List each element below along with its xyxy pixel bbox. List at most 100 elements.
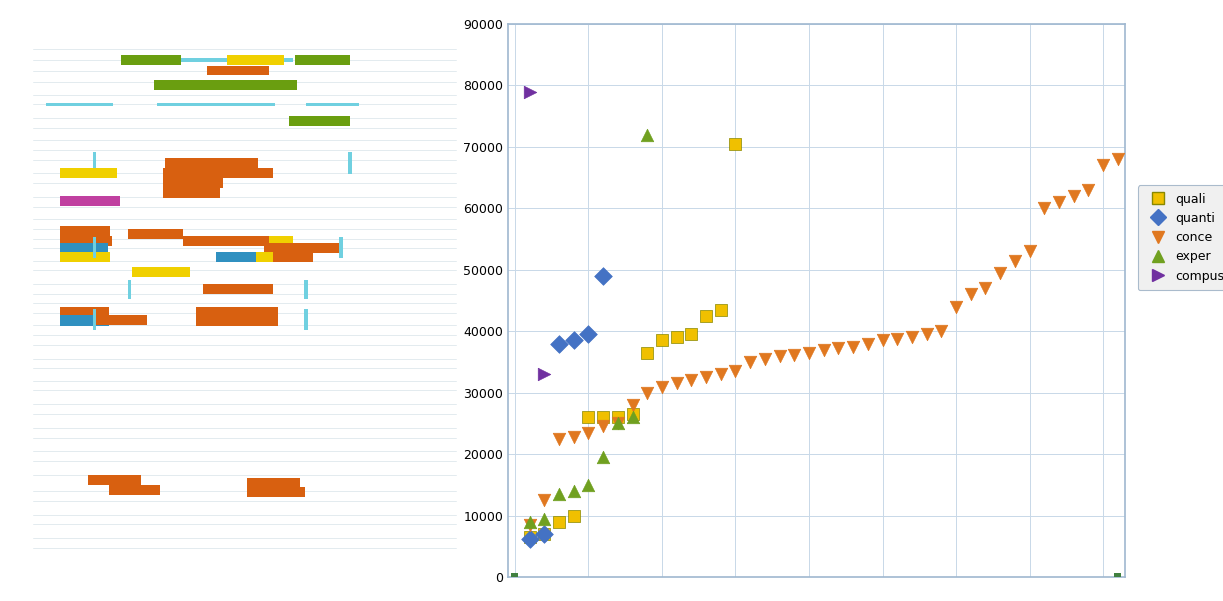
- Point: [1035, 204, 1054, 213]
- Bar: [339, 237, 342, 258]
- Point: [593, 271, 613, 281]
- Point: [520, 87, 539, 96]
- Point: [859, 339, 878, 349]
- Bar: [163, 188, 220, 198]
- Point: [564, 511, 583, 520]
- Point: [520, 532, 539, 542]
- Point: [637, 388, 657, 397]
- Bar: [181, 58, 294, 62]
- Bar: [60, 168, 117, 178]
- Bar: [295, 55, 350, 65]
- Point: [769, 351, 789, 361]
- Point: [608, 418, 627, 428]
- Bar: [163, 178, 223, 188]
- Point: [1049, 197, 1069, 207]
- Bar: [60, 227, 110, 236]
- Point: [1108, 154, 1128, 164]
- Legend: quali, quanti, conce, exper, compus: quali, quanti, conce, exper, compus: [1137, 185, 1223, 290]
- Bar: [247, 478, 300, 488]
- Bar: [196, 316, 278, 326]
- Bar: [163, 168, 227, 178]
- Point: [784, 350, 804, 359]
- Bar: [227, 55, 284, 65]
- Point: [520, 520, 539, 529]
- Bar: [93, 309, 97, 330]
- Point: [608, 418, 627, 428]
- Bar: [60, 307, 109, 317]
- Point: [667, 332, 686, 342]
- Point: [534, 495, 554, 505]
- Point: [799, 348, 818, 358]
- Point: [578, 412, 598, 422]
- Point: [829, 344, 849, 353]
- Point: [623, 409, 642, 419]
- Bar: [183, 236, 269, 246]
- Bar: [256, 252, 278, 263]
- Bar: [165, 159, 258, 168]
- Bar: [218, 168, 273, 178]
- Bar: [121, 55, 181, 65]
- Bar: [187, 236, 294, 246]
- Point: [534, 529, 554, 538]
- Point: [903, 332, 922, 342]
- Bar: [305, 309, 307, 330]
- Point: [696, 311, 715, 321]
- Bar: [306, 103, 360, 106]
- Bar: [93, 237, 97, 258]
- Bar: [163, 178, 218, 188]
- Point: [711, 305, 730, 314]
- Point: [1064, 191, 1084, 201]
- Point: [534, 514, 554, 523]
- Point: [549, 339, 569, 349]
- Point: [888, 334, 907, 343]
- Point: [534, 370, 554, 379]
- Point: [652, 382, 671, 391]
- Point: [947, 302, 966, 311]
- Point: [991, 268, 1010, 278]
- Bar: [212, 80, 253, 90]
- Bar: [242, 80, 297, 90]
- Point: [667, 379, 686, 388]
- Bar: [94, 315, 147, 325]
- Point: [1005, 256, 1025, 266]
- Point: [578, 329, 598, 339]
- Point: [578, 480, 598, 490]
- Bar: [60, 236, 111, 246]
- Bar: [196, 307, 278, 317]
- Point: [815, 345, 834, 355]
- Bar: [109, 484, 160, 495]
- Point: [564, 486, 583, 496]
- Bar: [46, 103, 113, 106]
- Point: [520, 517, 539, 526]
- Point: [549, 434, 569, 444]
- Point: [564, 335, 583, 345]
- Bar: [128, 229, 183, 239]
- Point: [873, 335, 893, 345]
- Point: [976, 284, 996, 293]
- Point: [608, 412, 627, 422]
- Point: [711, 370, 730, 379]
- Point: [681, 329, 701, 339]
- Bar: [216, 252, 264, 263]
- Point: [696, 373, 715, 382]
- Point: [623, 400, 642, 410]
- Point: [917, 329, 937, 339]
- Point: [593, 422, 613, 432]
- Point: [549, 517, 569, 526]
- Bar: [349, 152, 351, 174]
- Point: [1079, 185, 1098, 195]
- Bar: [132, 267, 190, 276]
- Point: [520, 534, 539, 544]
- Point: [1020, 246, 1040, 256]
- Point: [740, 357, 759, 367]
- Point: [578, 428, 598, 438]
- Point: [637, 348, 657, 358]
- Point: [932, 326, 951, 336]
- Point: [681, 376, 701, 385]
- Point: [755, 354, 774, 364]
- Point: [844, 342, 863, 352]
- Point: [1108, 572, 1128, 582]
- Bar: [60, 316, 109, 326]
- Bar: [154, 80, 220, 90]
- Bar: [273, 252, 313, 263]
